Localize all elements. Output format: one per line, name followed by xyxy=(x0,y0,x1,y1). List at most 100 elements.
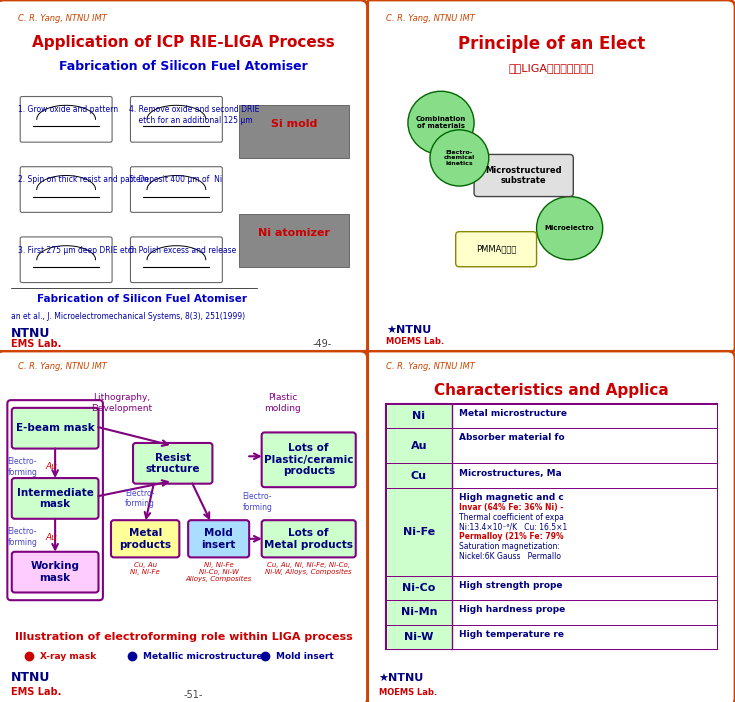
Text: Microstructures, Ma: Microstructures, Ma xyxy=(459,469,562,477)
Bar xyxy=(452,488,717,576)
Circle shape xyxy=(408,91,474,154)
Text: Ni-Fe: Ni-Fe xyxy=(403,526,435,537)
Text: ★NTNU: ★NTNU xyxy=(379,673,424,683)
Text: Electro-
forming: Electro- forming xyxy=(7,527,37,547)
Text: Combination
of materials: Combination of materials xyxy=(416,117,466,129)
Text: Characteristics and Applica: Characteristics and Applica xyxy=(434,383,669,397)
Text: Application of ICP RIE-LIGA Process: Application of ICP RIE-LIGA Process xyxy=(32,35,335,50)
Text: EMS Lab.: EMS Lab. xyxy=(11,687,62,697)
FancyBboxPatch shape xyxy=(0,351,368,702)
Circle shape xyxy=(537,197,603,260)
Bar xyxy=(386,404,717,649)
Text: Ni:13.4×10⁻⁶/K   Cu: 16.5×1: Ni:13.4×10⁻⁶/K Cu: 16.5×1 xyxy=(459,522,567,531)
Text: C. R. Yang, NTNU IMT: C. R. Yang, NTNU IMT xyxy=(386,14,475,23)
Text: Mold
insert: Mold insert xyxy=(201,528,236,550)
Text: Fabrication of Silicon Fuel Atomiser: Fabrication of Silicon Fuel Atomiser xyxy=(37,294,247,304)
Bar xyxy=(386,576,452,600)
Text: an et al., J. Microelectromechanical Systems, 8(3), 251(1999): an et al., J. Microelectromechanical Sys… xyxy=(11,312,245,322)
Text: Saturation magnetization:: Saturation magnetization: xyxy=(459,542,560,551)
Text: Ni, Ni-Fe
Ni-Co, Ni-W
Alloys, Composites: Ni, Ni-Fe Ni-Co, Ni-W Alloys, Composites xyxy=(185,562,252,582)
Text: High temperature re: High temperature re xyxy=(459,630,564,639)
Text: Invar (64% Fe: 36% Ni) -: Invar (64% Fe: 36% Ni) - xyxy=(459,503,564,512)
Text: Ni-W: Ni-W xyxy=(404,632,434,642)
Text: Thermal coefficient of expa: Thermal coefficient of expa xyxy=(459,512,564,522)
Text: Metal microstructure: Metal microstructure xyxy=(459,409,567,418)
Text: -49-: -49- xyxy=(312,340,331,350)
Text: Absorber material fo: Absorber material fo xyxy=(459,433,565,442)
Text: Permalloy (21% Fe: 79%: Permalloy (21% Fe: 79% xyxy=(459,532,564,541)
Text: Si mold: Si mold xyxy=(270,119,318,129)
FancyBboxPatch shape xyxy=(0,0,368,355)
Bar xyxy=(386,600,452,625)
Text: Cu, Au, Ni, Ni-Fe, Ni-Co,
Ni-W, Alloys, Composites: Cu, Au, Ni, Ni-Fe, Ni-Co, Ni-W, Alloys, … xyxy=(265,562,352,575)
Text: Ni-Co: Ni-Co xyxy=(402,583,436,593)
Text: High strength prope: High strength prope xyxy=(459,581,563,590)
Bar xyxy=(452,404,717,428)
Bar xyxy=(452,625,717,649)
Text: PMMA模板料: PMMA模板料 xyxy=(476,245,516,253)
Text: Resist
structure: Resist structure xyxy=(146,453,200,474)
Text: Fabrication of Silicon Fuel Atomiser: Fabrication of Silicon Fuel Atomiser xyxy=(60,60,308,73)
FancyBboxPatch shape xyxy=(364,351,735,702)
Text: Intermediate
mask: Intermediate mask xyxy=(17,488,93,509)
Bar xyxy=(452,600,717,625)
Text: Illustration of electroforming role within LIGA process: Illustration of electroforming role with… xyxy=(15,632,353,642)
FancyBboxPatch shape xyxy=(12,478,98,519)
Text: Microelectro: Microelectro xyxy=(545,225,595,231)
Text: Metal
products: Metal products xyxy=(119,528,171,550)
Text: NTNU: NTNU xyxy=(11,671,51,684)
Text: Nickel:6K Gauss   Permallo: Nickel:6K Gauss Permallo xyxy=(459,552,562,561)
Bar xyxy=(386,463,452,488)
FancyBboxPatch shape xyxy=(12,408,98,449)
Bar xyxy=(239,214,349,267)
Text: Mold insert: Mold insert xyxy=(276,652,334,661)
FancyBboxPatch shape xyxy=(12,552,98,592)
Text: High magnetic and c: High magnetic and c xyxy=(459,493,564,502)
Bar xyxy=(452,576,717,600)
Text: 3. First 275 μm deep DRIE etch: 3. First 275 μm deep DRIE etch xyxy=(18,246,137,255)
FancyBboxPatch shape xyxy=(364,0,735,355)
Text: Electro-
forming: Electro- forming xyxy=(243,492,272,512)
Text: Electro-
forming: Electro- forming xyxy=(7,457,37,477)
Text: Ni atomizer: Ni atomizer xyxy=(258,228,330,238)
Text: Electro-
chemical
kinetics: Electro- chemical kinetics xyxy=(444,150,475,166)
Text: Lots of
Metal products: Lots of Metal products xyxy=(264,528,354,550)
FancyBboxPatch shape xyxy=(188,520,249,557)
Text: High hardness prope: High hardness prope xyxy=(459,605,566,614)
Bar xyxy=(386,404,452,428)
Text: 6. Polish excess and release: 6. Polish excess and release xyxy=(129,246,236,255)
Text: Principle of an Elect: Principle of an Elect xyxy=(458,35,645,53)
Text: MOEMS Lab.: MOEMS Lab. xyxy=(386,337,444,346)
Bar xyxy=(239,105,349,158)
FancyBboxPatch shape xyxy=(133,443,212,484)
Text: 按以LIGA製程之樣式電鯊: 按以LIGA製程之樣式電鯊 xyxy=(509,63,594,73)
Text: EMS Lab.: EMS Lab. xyxy=(11,340,62,350)
Text: 2. Spin on thick resist and pattern: 2. Spin on thick resist and pattern xyxy=(18,176,149,185)
Text: Electro-
forming: Electro- forming xyxy=(125,489,154,508)
Bar xyxy=(452,463,717,488)
Text: ★NTNU: ★NTNU xyxy=(386,326,431,336)
Text: Lithography,
Development: Lithography, Development xyxy=(90,393,152,413)
Text: Microstructured
substrate: Microstructured substrate xyxy=(485,166,562,185)
Text: C. R. Yang, NTNU IMT: C. R. Yang, NTNU IMT xyxy=(18,362,107,371)
Text: C. R. Yang, NTNU IMT: C. R. Yang, NTNU IMT xyxy=(18,14,107,23)
FancyBboxPatch shape xyxy=(262,520,356,557)
Bar xyxy=(386,625,452,649)
Text: 4. Remove oxide and second DRIE
    etch for an additional 125 μm: 4. Remove oxide and second DRIE etch for… xyxy=(129,105,259,125)
FancyBboxPatch shape xyxy=(474,154,573,197)
FancyBboxPatch shape xyxy=(262,432,356,487)
Text: Ni: Ni xyxy=(412,411,426,421)
Text: Au: Au xyxy=(46,533,57,541)
FancyBboxPatch shape xyxy=(456,232,537,267)
Bar xyxy=(386,428,452,463)
Text: Metallic microstructures: Metallic microstructures xyxy=(143,652,268,661)
FancyBboxPatch shape xyxy=(111,520,179,557)
Text: X-ray mask: X-ray mask xyxy=(40,652,97,661)
Text: Au: Au xyxy=(46,463,57,471)
Text: 5. Deposit 400 μm of  Ni: 5. Deposit 400 μm of Ni xyxy=(129,176,222,185)
Text: MOEMS Lab.: MOEMS Lab. xyxy=(379,688,437,697)
Text: Working
mask: Working mask xyxy=(31,562,79,583)
Text: 1. Grow oxide and pattern: 1. Grow oxide and pattern xyxy=(18,105,118,114)
Text: E-beam mask: E-beam mask xyxy=(15,423,95,433)
Text: Lots of
Plastic/ceramic
products: Lots of Plastic/ceramic products xyxy=(264,443,354,477)
